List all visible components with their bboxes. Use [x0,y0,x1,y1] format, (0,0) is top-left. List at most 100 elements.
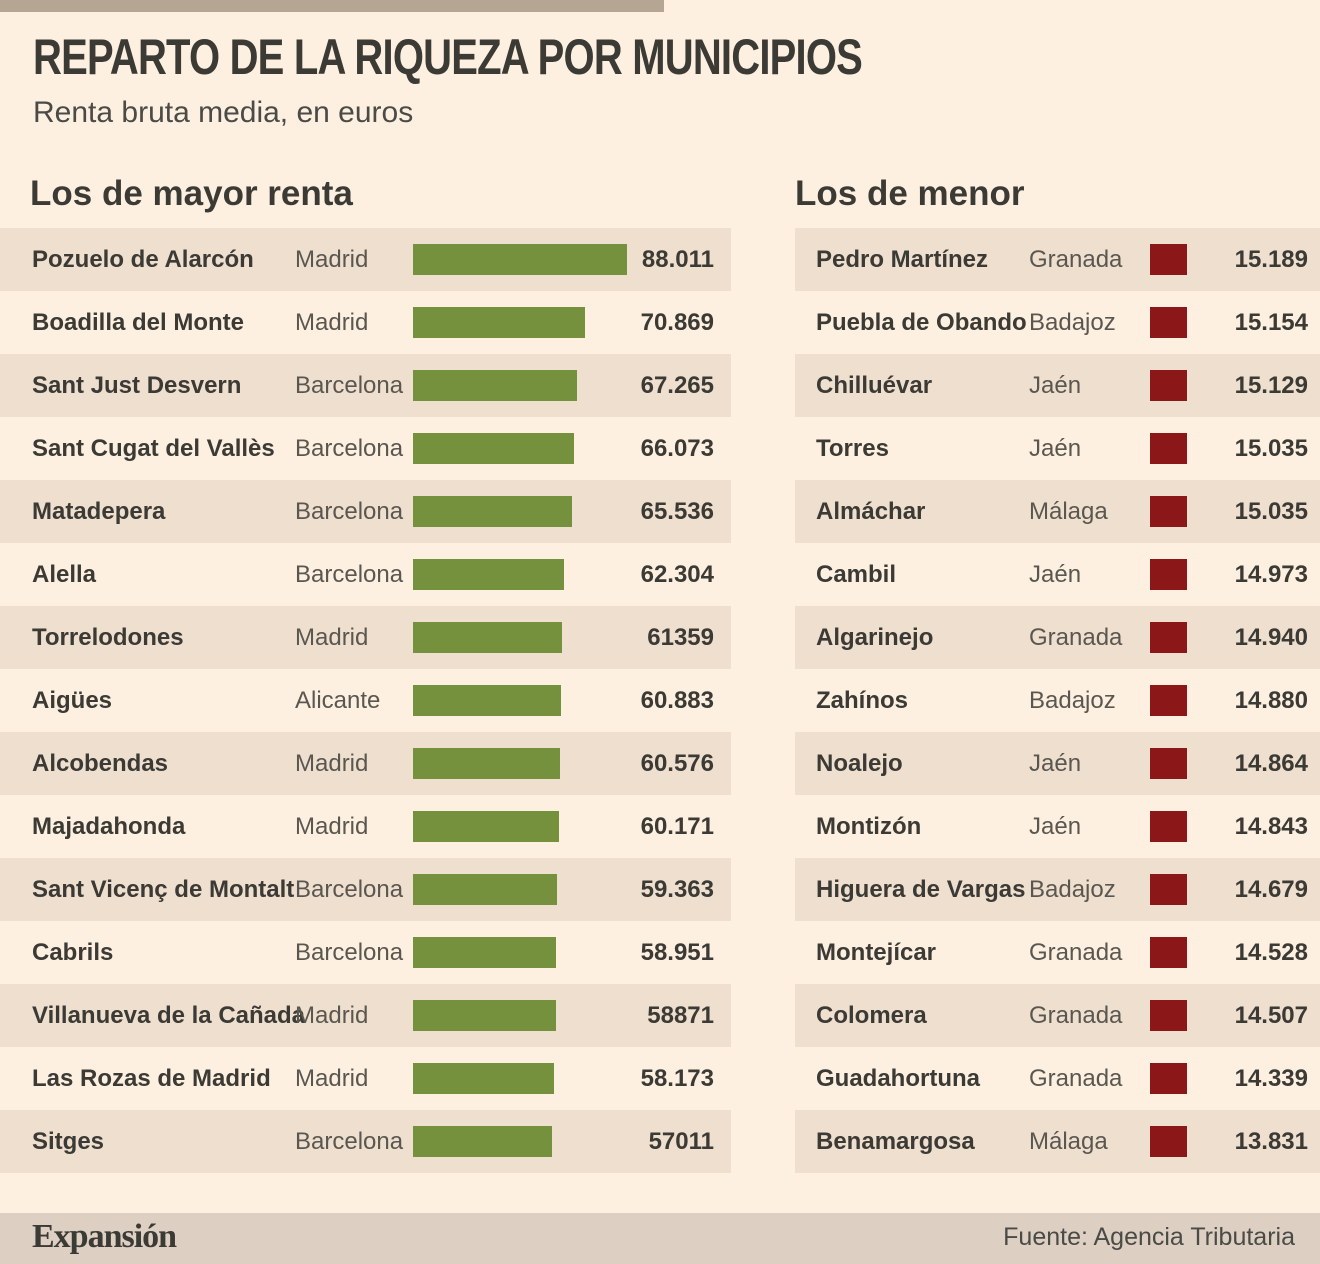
high-income-bar [413,748,560,779]
low-income-value-label: 14.973 [1234,561,1308,588]
high-income-province: Barcelona [295,876,404,903]
section-title-menor: Los de menor [795,174,1025,213]
high-income-municipality: Aigües [32,687,113,714]
high-income-value-label: 58.951 [640,939,714,966]
low-income-municipality: Guadahortuna [816,1065,981,1092]
low-income-province: Jaén [1029,813,1082,840]
high-income-province: Madrid [295,1065,369,1092]
low-income-bar [1150,496,1187,527]
high-income-row: Sant Vicenç de Montalt Barcelona 59.363 [0,858,731,921]
high-income-bar [413,307,585,338]
high-income-province: Barcelona [295,561,404,588]
low-income-bar [1150,937,1187,968]
low-income-province: Granada [1029,624,1123,651]
top-accent-bar [0,0,664,12]
high-income-municipality: Las Rozas de Madrid [32,1065,271,1092]
low-income-value-label: 14.507 [1234,1002,1308,1029]
low-income-province: Badajoz [1029,876,1116,903]
high-income-row: Alella Barcelona 62.304 [0,543,731,606]
high-income-value-label: 58871 [647,1002,714,1029]
low-income-bar [1150,1063,1187,1094]
high-income-municipality: Sant Cugat del Vallès [32,435,275,462]
low-income-row: Colomera Granada 14.507 [795,984,1320,1047]
low-income-row: Algarinejo Granada 14.940 [795,606,1320,669]
low-income-municipality: Benamargosa [816,1128,975,1155]
chart-subtitle: Renta bruta media, en euros [33,96,414,129]
source-note: Fuente: Agencia Tributaria [1003,1223,1295,1251]
high-income-province: Alicante [295,687,381,714]
low-income-province: Málaga [1029,498,1108,525]
high-income-province: Barcelona [295,498,404,525]
low-income-municipality: Noalejo [816,750,903,777]
high-income-municipality: Villanueva de la Cañada [32,1002,306,1029]
low-income-province: Granada [1029,1065,1123,1092]
low-income-bar [1150,307,1187,338]
low-income-row: Pedro Martínez Granada 15.189 [795,228,1320,291]
high-income-municipality: Sant Vicenç de Montalt [32,876,295,903]
low-income-municipality: Montejícar [816,939,937,966]
low-income-row: Puebla de Obando Badajoz 15.154 [795,291,1320,354]
high-income-province: Barcelona [295,1128,404,1155]
high-income-value-label: 70.869 [640,309,714,336]
high-income-municipality: Alcobendas [32,750,169,777]
low-income-municipality: Almáchar [816,498,926,525]
low-income-value-label: 15.035 [1234,498,1308,525]
high-income-bar [413,1063,554,1094]
high-income-value-label: 60.576 [640,750,714,777]
high-income-bar [413,811,559,842]
low-income-value-label: 15.035 [1234,435,1308,462]
low-income-value-label: 14.843 [1234,813,1308,840]
high-income-municipality: Majadahonda [32,813,186,840]
high-income-province: Barcelona [295,939,404,966]
high-income-value-label: 62.304 [640,561,714,588]
low-income-value-label: 14.864 [1234,750,1308,777]
high-income-value-label: 57011 [648,1128,714,1155]
low-income-province: Jaén [1029,561,1082,588]
low-income-bar [1150,1000,1187,1031]
high-income-value-label: 67.265 [640,372,714,399]
high-income-municipality: Matadepera [32,498,166,525]
low-income-province: Jaén [1029,372,1082,399]
low-income-value-label: 15.154 [1234,309,1308,336]
high-income-municipality: Torrelodones [32,624,184,651]
low-income-bar [1150,559,1187,590]
low-income-municipality: Colomera [816,1002,927,1029]
high-income-municipality: Pozuelo de Alarcón [32,246,254,273]
low-income-row: Montejícar Granada 14.528 [795,921,1320,984]
high-income-bar [413,1126,552,1157]
low-income-municipality: Torres [816,435,889,462]
high-income-bar [413,1000,556,1031]
low-income-province: Granada [1029,939,1123,966]
high-income-value-label: 59.363 [640,876,714,903]
low-income-row: Torres Jaén 15.035 [795,417,1320,480]
high-income-value-label: 60.883 [640,687,714,714]
high-income-row: Villanueva de la Cañada Madrid 58871 [0,984,731,1047]
high-income-value-label: 58.173 [640,1065,714,1092]
high-income-row: Las Rozas de Madrid Madrid 58.173 [0,1047,731,1110]
low-income-municipality: Cambil [816,561,897,588]
high-income-row: Sitges Barcelona 57011 [0,1110,731,1173]
low-income-value-label: 14.679 [1234,876,1308,903]
high-income-bar [413,559,564,590]
high-income-value-label: 61359 [647,624,714,651]
high-income-municipality: Sitges [32,1128,105,1155]
low-income-value-label: 14.880 [1234,687,1308,714]
lowest-income-table: Pedro Martínez Granada 15.189 Puebla de Oba… [795,228,1320,1173]
low-income-row: Noalejo Jaén 14.864 [795,732,1320,795]
high-income-row: Alcobendas Madrid 60.576 [0,732,731,795]
low-income-bar [1150,433,1187,464]
high-income-row: Matadepera Barcelona 65.536 [0,480,731,543]
high-income-row: Sant Just Desvern Barcelona 67.265 [0,354,731,417]
high-income-province: Madrid [295,750,369,777]
high-income-row: Torrelodones Madrid 61359 [0,606,731,669]
low-income-bar [1150,685,1187,716]
high-income-row: Sant Cugat del Vallès Barcelona 66.073 [0,417,731,480]
low-income-municipality: Chilluévar [816,372,933,399]
high-income-bar [413,874,557,905]
low-income-row: Montizón Jaén 14.843 [795,795,1320,858]
low-income-bar [1150,874,1187,905]
low-income-province: Granada [1029,246,1123,273]
high-income-province: Madrid [295,813,369,840]
low-income-province: Badajoz [1029,687,1116,714]
high-income-value-label: 65.536 [640,498,714,525]
